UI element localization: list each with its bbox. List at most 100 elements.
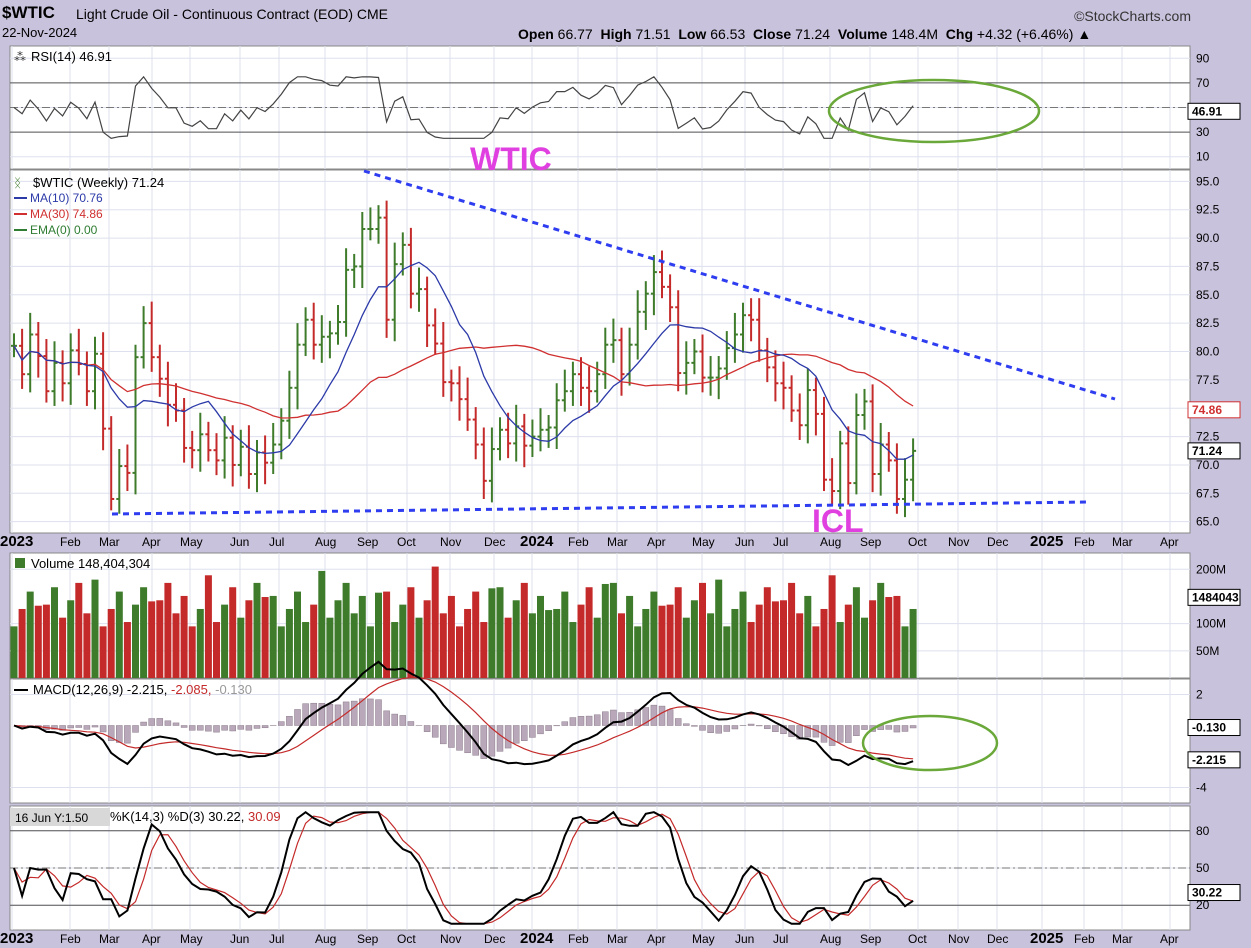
bar-chart-icon: ᛝ xyxy=(14,176,21,190)
y-axis-tick-label: 200M xyxy=(1196,562,1226,576)
icl-annotation: ICL xyxy=(812,503,864,539)
volume-bar xyxy=(585,587,593,678)
y-axis-tick-label: 67.5 xyxy=(1196,486,1220,500)
volume-bar xyxy=(156,600,164,678)
volume-bar xyxy=(91,579,99,678)
macd-histogram-bar xyxy=(67,725,74,729)
volume-bar xyxy=(42,604,50,678)
volume-bar xyxy=(415,617,423,678)
x-axis-tick-label: Apr xyxy=(142,932,161,946)
volume-bar xyxy=(828,575,836,678)
x-axis-tick-label: Dec xyxy=(987,932,1008,946)
y-axis-tick-label: 70 xyxy=(1196,76,1210,90)
value-tag-label: -2.215 xyxy=(1192,753,1226,767)
value-tag-box xyxy=(1187,751,1241,769)
volume-bar xyxy=(107,608,115,678)
x-axis-tick-label: Oct xyxy=(397,535,416,549)
volume-bar xyxy=(391,622,399,678)
up-arrow-icon: ▲ xyxy=(1077,26,1092,42)
x-axis-tick-label: Oct xyxy=(397,932,416,946)
macd-histogram-bar xyxy=(529,725,536,738)
sto-title-a: %K(14,3) %D(3) 30.22, xyxy=(110,809,248,824)
volume-bar xyxy=(820,608,828,678)
x-axis-tick-label: 2023 xyxy=(0,533,33,550)
macd-histogram-bar xyxy=(634,709,641,726)
macd-histogram-bar xyxy=(359,698,366,726)
macd-histogram-bar xyxy=(893,725,901,733)
macd-histogram-bar xyxy=(602,711,609,726)
x-axis-tick-label: Jul xyxy=(269,932,284,946)
x-axis-tick-label: Apr xyxy=(647,932,666,946)
open-value: 66.77 xyxy=(557,26,593,42)
low-label: Low xyxy=(678,26,707,42)
volume-bar xyxy=(642,608,650,678)
macd-histogram-bar xyxy=(577,716,585,726)
volume-bar xyxy=(488,588,496,678)
macd-histogram-bar xyxy=(197,725,204,731)
macd-histogram-bar xyxy=(885,725,893,730)
volume-bar xyxy=(893,595,901,678)
volume-bar xyxy=(431,566,439,678)
volume-bar xyxy=(407,587,415,678)
y-axis-tick-label: 50 xyxy=(1196,861,1210,875)
volume-bar xyxy=(318,570,326,678)
volume-bar xyxy=(285,608,293,678)
volume-bar xyxy=(302,622,310,678)
volume-value: 148.4M xyxy=(891,26,939,42)
y-axis-tick-label: 90 xyxy=(1196,51,1210,65)
y-axis-tick-label: 10 xyxy=(1196,150,1210,164)
volume-bar xyxy=(626,595,634,678)
volume-bar xyxy=(877,582,885,678)
x-axis-tick-label: Aug xyxy=(820,932,841,946)
x-axis-tick-label: Mar xyxy=(1112,932,1133,946)
macd-histogram-bar xyxy=(140,721,147,726)
x-axis-tick-label: Sep xyxy=(860,535,882,549)
tooltip-box xyxy=(10,808,110,826)
volume-bar xyxy=(634,626,642,678)
macd-histogram-bar xyxy=(326,703,334,726)
macd-histogram-bar xyxy=(537,725,544,735)
macd-histogram-bar xyxy=(213,725,220,733)
macd-histogram-bar xyxy=(456,725,463,751)
volume-bar xyxy=(383,591,391,678)
volume-bar xyxy=(780,600,787,678)
x-axis-tick-label: Feb xyxy=(568,535,589,549)
macd-histogram-bar xyxy=(172,722,180,726)
macd-histogram-bar xyxy=(666,709,674,726)
x-axis-tick-label: Mar xyxy=(99,932,120,946)
volume-bar xyxy=(18,608,26,678)
y-axis-tick-label: 90.0 xyxy=(1196,231,1220,245)
volume-bar xyxy=(496,587,504,678)
volume-bar xyxy=(739,591,747,678)
volume-bar xyxy=(861,617,868,678)
x-axis-tick-label: Nov xyxy=(948,932,969,946)
legend-label: EMA(0) 0.00 xyxy=(30,223,98,237)
rsi-highlight-ellipse xyxy=(827,78,1041,144)
macd-histogram-bar xyxy=(164,720,172,726)
macd-histogram-bar xyxy=(804,725,812,738)
macd-histogram-bar xyxy=(707,725,714,733)
x-axis-tick-label: Nov xyxy=(948,535,969,549)
volume-bar xyxy=(294,591,301,678)
macd-histogram-bar xyxy=(205,725,212,732)
volume-bar xyxy=(358,595,366,678)
macd-histogram-bar xyxy=(731,725,739,730)
macd-histogram-bar xyxy=(480,725,488,759)
macd-histogram-bar xyxy=(383,710,390,726)
x-axis-tick-label: Nov xyxy=(440,535,461,549)
macd-histogram-bar xyxy=(278,721,285,726)
volume-bar xyxy=(180,595,188,678)
y-axis-tick-label: 77.5 xyxy=(1196,373,1220,387)
macd-histogram-bar xyxy=(545,725,552,731)
tooltip-text: 16 Jun Y:1.50 xyxy=(15,811,89,825)
macd-histogram-bar xyxy=(59,725,66,731)
macd-histogram-bar xyxy=(683,723,690,726)
rsi-line xyxy=(13,75,914,139)
volume-bar xyxy=(512,600,520,678)
macd-histogram-bar xyxy=(132,725,139,733)
macd-histogram-bar xyxy=(286,716,293,726)
x-axis-tick-label: Sep xyxy=(860,932,882,946)
volume-bar xyxy=(869,600,877,678)
rsi-title: RSI(14) 46.91 xyxy=(31,49,112,64)
